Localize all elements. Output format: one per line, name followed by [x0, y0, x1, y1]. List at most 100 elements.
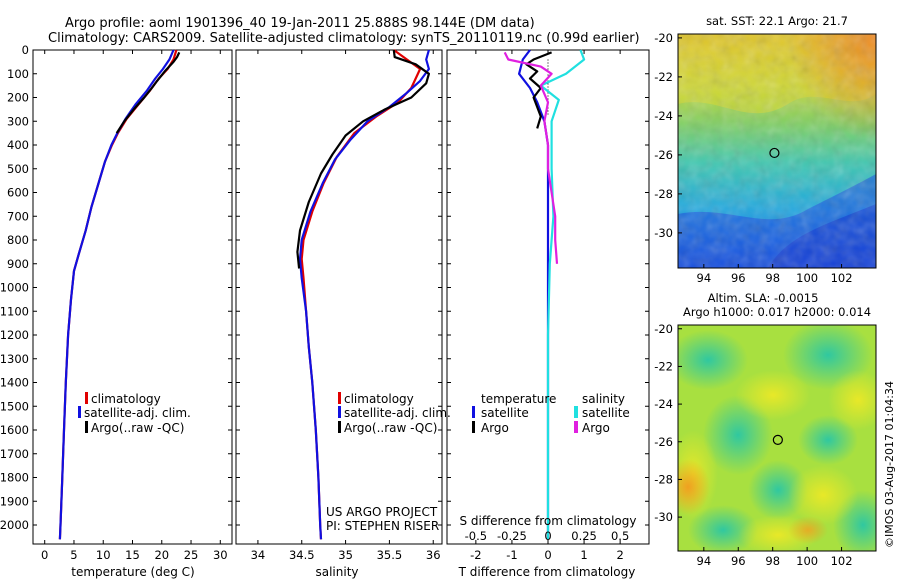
map-y-tick-label: -22	[654, 70, 673, 84]
legend-swatch-t-satellite	[472, 406, 475, 418]
sla-map-title-line1: Altim. SLA: -0.0015	[708, 291, 819, 305]
series-line-argo-raw-qc-	[115, 51, 181, 134]
series-line-s-satellite	[539, 49, 586, 540]
map-y-tick-label: -24	[654, 109, 673, 123]
imos-credit: ©IMOS 03-Aug-2017 01:04:34	[883, 381, 896, 548]
depth-tick-label: 200	[7, 91, 29, 105]
x-tick-label: 15	[125, 548, 140, 562]
depth-tick-label: 300	[7, 114, 29, 128]
x-tick-label: 1	[580, 548, 587, 562]
depth-tick-label: 800	[7, 233, 29, 247]
map-x-tick-label: 98	[765, 554, 780, 568]
map-x-tick-label: 102	[831, 271, 853, 285]
sst-map-title: sat. SST: 22.1 Argo: 21.7	[706, 14, 848, 28]
x-tick-label: 30	[213, 548, 228, 562]
difference-series	[503, 49, 586, 540]
depth-tick-label: 2000	[0, 518, 29, 532]
sla-map: Altim. SLA: -0.0015 Argo h1000: 0.017 h2…	[654, 291, 877, 568]
pi-annotation: PI: STEPHEN RISER	[326, 519, 439, 533]
salinity-x-axis: 34 34.5 35 35.5 36	[251, 50, 441, 562]
map-x-tick-label: 94	[697, 554, 712, 568]
s-difference-tick-labels: -0.5 -0.25 0 0.25 0.5	[465, 529, 630, 543]
figure-title-line2: Climatology: CARS2009. Satellite-adjuste…	[48, 31, 640, 46]
legend-label-satellite: satellite-adj. clim.	[84, 406, 191, 420]
x-tick-label: 35	[338, 548, 353, 562]
argo-float-marker	[769, 147, 780, 159]
s-tick-label: 0.5	[611, 529, 629, 543]
depth-tick-label: 1700	[0, 447, 29, 461]
series-line-satellite-adj-clim-	[298, 49, 430, 540]
legend-swatch-climatology	[338, 392, 341, 404]
legend-swatch-s-argo	[574, 421, 578, 433]
depth-tick-label: 1200	[0, 328, 29, 342]
legend-swatch-satellite	[338, 406, 341, 418]
x-tick-label: 36	[426, 548, 441, 562]
x-tick-label: 35.5	[377, 548, 403, 562]
legend-label-climatology: climatology	[344, 392, 414, 406]
legend-label-t-argo: Argo	[481, 421, 509, 435]
legend-label-satellite: satellite-adj. clim.	[344, 406, 451, 420]
map-y-tick-label: -22	[654, 359, 673, 373]
sla-map-axes: 94 96 98 100 102 -20 -22 -24 -26 -28 -30	[654, 322, 852, 568]
sst-map: sat. SST: 22.1 Argo: 21.7 94 96 98 100 102 -2…	[654, 14, 877, 285]
depth-tick-label: 1600	[0, 423, 29, 437]
depth-tick-label: 400	[7, 138, 29, 152]
legend-swatch-s-satellite	[574, 406, 578, 418]
x-tick-label: 34	[251, 548, 266, 562]
map-y-tick-label: -20	[654, 322, 673, 336]
depth-tick-label: 100	[7, 67, 29, 81]
salinity-series	[296, 49, 430, 540]
sst-map-frame	[677, 33, 877, 269]
x-tick-label: -2	[470, 548, 481, 562]
depth-tick-label: 0	[22, 43, 29, 57]
legend-label-t-satellite: satellite	[481, 406, 529, 420]
map-x-tick-label: 98	[765, 271, 780, 285]
depth-tick-label: 1900	[0, 494, 29, 508]
legend-label-argo: Argo(..raw -QC)	[91, 421, 184, 435]
depth-tick-label: 700	[7, 209, 29, 223]
legend-label-s-argo: Argo	[582, 421, 610, 435]
s-difference-label: S difference from climatology	[460, 514, 637, 528]
x-tick-label: 20	[154, 548, 169, 562]
series-line-climatology	[58, 49, 178, 540]
legend-label-argo: Argo(..raw -QC)	[344, 421, 437, 435]
salinity-panel: 34 34.5 35 35.5 36 salinity climatology sate…	[235, 49, 451, 579]
temperature-panel: 0100200300400500600700800900100011001200…	[0, 43, 649, 579]
legend-title-temperature: temperature	[481, 392, 556, 406]
depth-tick-label: 1500	[0, 399, 29, 413]
difference-legend: temperature satellite Argo salinity sate…	[472, 392, 630, 435]
sla-map-title-line2: Argo h1000: 0.017 h2000: 0.014	[683, 305, 871, 319]
depth-tick-label: 500	[7, 162, 29, 176]
s-tick-label: 0	[544, 529, 551, 543]
depth-tick-label: 1100	[0, 304, 29, 318]
depth-tick-label: 900	[7, 257, 29, 271]
map-y-tick-label: -30	[654, 226, 673, 240]
map-y-tick-label: -26	[654, 148, 673, 162]
series-line-satellite-adj-clim-	[58, 49, 175, 540]
legend-swatch-argo	[85, 421, 88, 433]
series-line-argo-raw-qc-	[296, 49, 430, 269]
map-y-tick-label: -28	[654, 472, 673, 486]
sst-map-image	[678, 34, 876, 268]
difference-panel: -2 -1 0 1 2 T difference from climatology S …	[446, 49, 650, 579]
map-x-tick-label: 102	[831, 554, 853, 568]
legend-swatch-t-argo	[472, 421, 475, 433]
map-y-tick-label: -30	[654, 510, 673, 524]
map-x-tick-label: 100	[796, 271, 818, 285]
temperature-legend: climatology satellite-adj. clim. Argo(..…	[78, 392, 191, 435]
x-tick-label: 25	[184, 548, 199, 562]
depth-tick-label: 600	[7, 186, 29, 200]
difference-xlabel: T difference from climatology	[458, 565, 636, 579]
legend-title-salinity: salinity	[582, 392, 625, 406]
legend-label-s-satellite: satellite	[582, 406, 630, 420]
temperature-x-axis: 0 5 10 15 20 25 30	[41, 50, 228, 562]
sla-map-frame	[677, 324, 877, 552]
figure-title-line1: Argo profile: aoml 1901396_40 19-Jan-201…	[65, 16, 535, 31]
legend-swatch-climatology	[85, 392, 88, 404]
s-tick-label: -0.5	[465, 529, 487, 543]
map-x-tick-label: 96	[731, 271, 746, 285]
x-tick-label: 2	[616, 548, 623, 562]
series-line-s-argo	[503, 51, 559, 264]
x-tick-label: 5	[70, 548, 77, 562]
map-y-tick-label: -26	[654, 435, 673, 449]
